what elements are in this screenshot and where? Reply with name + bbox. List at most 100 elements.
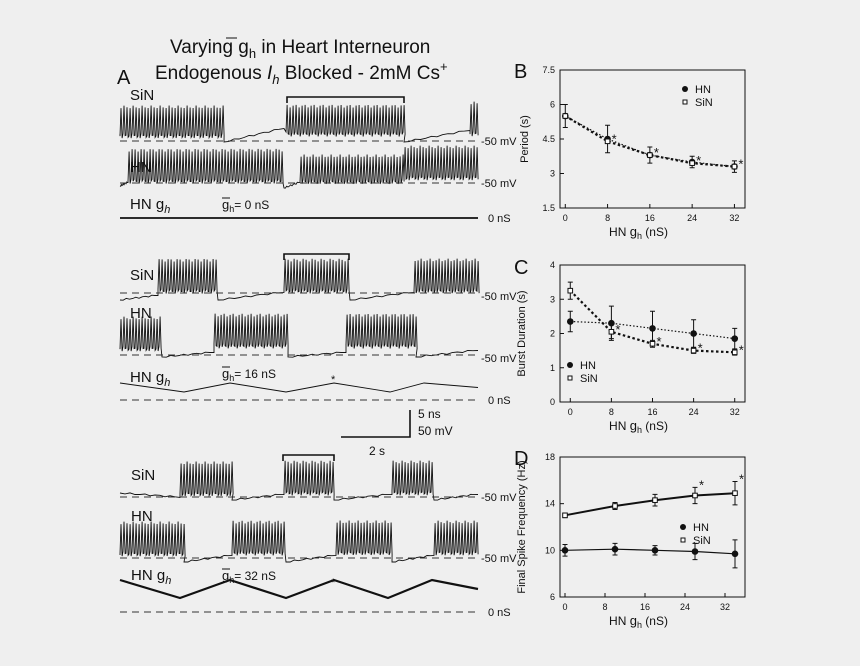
chart-b-legend-label-sin: SiN <box>695 97 713 109</box>
chart-c-line-hn <box>570 320 735 340</box>
row2-ns-label: 0 nS <box>488 395 511 407</box>
row3-sin-trace <box>119 460 479 501</box>
row1-hn-mv-label: -50 mV <box>481 178 517 190</box>
chart-c-star: * <box>698 341 703 356</box>
chart-b-ytick-label: 1.5 <box>542 203 555 213</box>
chart-c-ylabel: Burst Duration (s) <box>516 290 528 376</box>
chart-b-xtick-label: 24 <box>687 213 697 223</box>
chart-b-xtick-label: 16 <box>645 213 655 223</box>
title-sup: + <box>440 59 448 74</box>
chart-b-xlabel: HN gh (nS) <box>609 224 668 241</box>
chart-c-point-sin <box>690 347 697 354</box>
chart-c-point-hn <box>566 318 574 325</box>
panel-label-a: A <box>117 67 131 89</box>
chart-c-ytick-label: 1 <box>550 363 555 373</box>
row3-hng-label: HN gh <box>131 567 171 587</box>
chart-d-point-hn <box>651 547 659 554</box>
chart-b-star: * <box>738 157 743 172</box>
chart-b: 1.5 3 4.5 6 7.5 0 8 16 24 32 Period (s) HN gh (nS) *… <box>519 65 746 241</box>
chart-d-point-sin <box>612 503 618 509</box>
row2-gh-trace <box>119 382 479 393</box>
chart-c-point-sin <box>731 349 738 356</box>
chart-d-point-hn <box>561 547 569 554</box>
chart-c-star: * <box>739 342 744 357</box>
scale-mv-label: 50 mV <box>418 424 453 438</box>
row2-hn-label: HN <box>130 305 152 322</box>
chart-b-ytick-label: 7.5 <box>542 65 555 75</box>
chart-d-point-sin <box>692 492 698 499</box>
chart-d-point-hn <box>611 545 619 553</box>
title-h: h <box>249 46 256 61</box>
row3-gh-star: * <box>331 577 336 589</box>
chart-c-point-sin <box>567 287 574 294</box>
row1-hn-trace <box>119 145 479 189</box>
chart-c-ytick-label: 3 <box>550 294 555 304</box>
chart-c-star: * <box>615 322 620 337</box>
panel-label-d: D <box>514 448 528 470</box>
row1-gbar-label: gh= 0 nS <box>222 197 269 214</box>
chart-c-ytick-label: 4 <box>550 260 555 270</box>
chart-d-point-hn <box>691 548 699 555</box>
svg-text:Varying gh in Heart Interneuro: Varying gh in Heart Interneuron <box>170 37 430 61</box>
scale-bars <box>341 410 411 438</box>
title-Ih-sub: h <box>272 72 279 87</box>
chart-c-point-hn <box>731 335 739 342</box>
chart-b-ytick-label: 3 <box>550 169 555 179</box>
chart-b-point-sin <box>731 163 738 170</box>
chart-b-star: * <box>612 131 617 146</box>
row1-hng-label: HN gh <box>130 196 170 216</box>
chart-b-xtick-label: 8 <box>605 213 610 223</box>
chart-d-legend-marker-hn <box>680 524 686 530</box>
chart-c-xtick-label: 16 <box>647 407 657 417</box>
chart-b-point-sin <box>604 138 611 145</box>
chart-c-xtick-label: 32 <box>730 407 740 417</box>
chart-c-star: * <box>657 334 662 349</box>
row2-gbar-label: gh= 16 nS <box>222 366 276 383</box>
chart-b-star: * <box>696 153 701 168</box>
chart-d-star: * <box>699 477 704 492</box>
chart-b-xtick-label: 0 <box>563 213 568 223</box>
chart-b-frame <box>559 69 746 209</box>
chart-d-point-hn <box>731 550 739 558</box>
chart-d-ytick-label: 14 <box>545 499 555 509</box>
row3-gbar-label: gh= 32 nS <box>222 568 276 585</box>
row3-gh-trace <box>119 578 479 600</box>
chart-b-legend-marker-sin <box>682 99 688 105</box>
chart-c-point-sin <box>649 340 656 347</box>
chart-c-xtick-label: 8 <box>609 407 614 417</box>
chart-b-legend-marker-hn <box>682 86 688 92</box>
chart-c-point-hn <box>649 325 656 332</box>
chart-d-xtick-label: 24 <box>680 602 690 612</box>
chart-b-ytick-label: 4.5 <box>542 134 555 144</box>
chart-c-xtick-label: 24 <box>689 407 699 417</box>
title-line2-pre: Endogenous <box>155 63 267 84</box>
chart-b-ytick-label: 6 <box>550 100 555 110</box>
figure-title: Varying gh in Heart Interneuron Endogeno… <box>155 37 448 87</box>
title-I: I <box>267 63 273 84</box>
chart-b-point-sin <box>689 160 695 166</box>
chart-c-xlabel: HN gh (nS) <box>609 418 668 435</box>
row2-hng-label: HN gh <box>130 369 170 389</box>
chart-d-legend-label-hn: HN <box>693 522 709 534</box>
panel-a-traces: SiN -50 mV HN -50 mV HN gh gh= 0 nS 0 nS… <box>119 87 517 619</box>
chart-d-legend-label-sin: SiN <box>693 535 711 547</box>
row1-sin-label: SiN <box>130 87 154 104</box>
title-line1-post: in Heart Interneuron <box>256 37 430 58</box>
chart-c-legend-label-hn: HN <box>580 360 596 372</box>
svg-text:Endogenous Ih Blocked - 2mM Cs: Endogenous Ih Blocked - 2mM Cs+ <box>155 59 448 87</box>
panel-label-c: C <box>514 257 528 279</box>
scale-ns-label: 5 ns <box>418 407 441 421</box>
chart-d-xlabel: HN gh (nS) <box>609 613 668 630</box>
row2-sin-trace <box>119 258 480 301</box>
row3-ns-label: 0 nS <box>488 607 511 619</box>
chart-c-xtick-label: 0 <box>568 407 573 417</box>
chart-c-point-hn <box>690 330 697 337</box>
chart-d-frame <box>559 456 746 598</box>
chart-c-legend-marker-hn <box>567 362 573 368</box>
chart-d-star: * <box>739 472 744 487</box>
row3-hn-trace <box>119 520 479 563</box>
chart-d-line-hn <box>564 548 736 555</box>
row1-ns-label: 0 nS <box>488 213 511 225</box>
row2-gh-star: * <box>331 374 336 386</box>
